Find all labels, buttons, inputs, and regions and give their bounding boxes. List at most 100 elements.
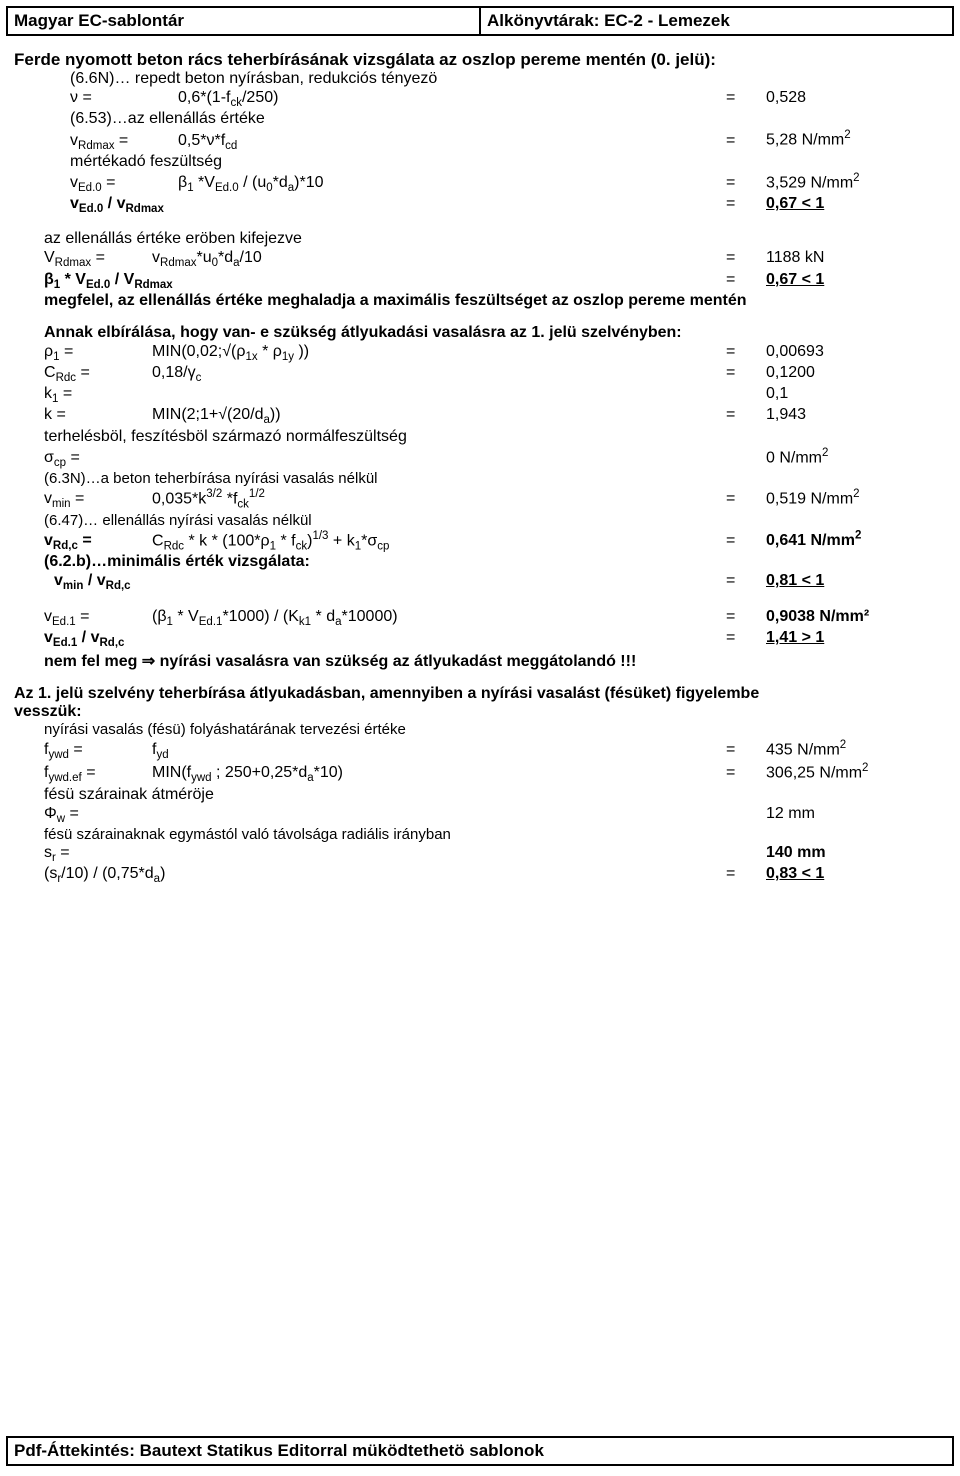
val: 5,28 N/mm2 bbox=[766, 129, 946, 149]
lhs: sr = bbox=[44, 844, 152, 864]
val: 306,25 N/mm2 bbox=[766, 762, 946, 782]
section-title-3b: vesszük: bbox=[14, 703, 946, 721]
val: 0,81 < 1 bbox=[766, 572, 946, 590]
calc-row-ved1-ratio: vEd.1 / vRd,c = 1,41 > 1 bbox=[44, 629, 946, 649]
expr: β1 *VEd.0 / (u0*da)*10 bbox=[178, 174, 726, 194]
calc-row-vmin-ratio: vmin / vRd,c = 0,81 < 1 bbox=[44, 572, 946, 592]
expr: fyd bbox=[152, 741, 726, 761]
calc-row-sigma-cp: σcp = 0 N/mm2 bbox=[44, 447, 946, 470]
calc-row-vrdc: vRd,c = CRdc * k * (100*ρ1 * fck)1/3 + k… bbox=[44, 530, 946, 553]
eq-sign: = bbox=[726, 865, 766, 883]
note-6-53: (6.53)…az ellenállás értéke bbox=[70, 110, 946, 128]
note-6-2b: (6.2.b)…minimális érték vizsgálata: bbox=[44, 553, 946, 571]
val: 0,1 bbox=[766, 385, 946, 403]
calc-row-k: k = MIN(2;1+√(20/da)) = 1,943 bbox=[44, 406, 946, 426]
lhs: fywd = bbox=[44, 741, 152, 761]
calc-row-ved0: vEd.0 = β1 *VEd.0 / (u0*da)*10 = 3,529 N… bbox=[70, 172, 946, 195]
eq-sign: = bbox=[726, 132, 766, 150]
eq-sign: = bbox=[726, 608, 766, 626]
expr: 0,5*ν*fcd bbox=[178, 132, 726, 152]
val: 435 N/mm2 bbox=[766, 739, 946, 759]
calc-row-fywdef: fywd.ef = MIN(fywd ; 250+0,25*da*10) = 3… bbox=[44, 762, 946, 785]
val: 1188 kN bbox=[766, 249, 946, 267]
lhs: σcp = bbox=[44, 449, 152, 469]
eq-sign: = bbox=[726, 629, 766, 647]
lhs: VRdmax = bbox=[44, 249, 152, 269]
val: 0,67 < 1 bbox=[766, 195, 946, 213]
eq-sign: = bbox=[726, 490, 766, 508]
content-area: Ferde nyomott beton rács teherbírásának … bbox=[0, 36, 960, 885]
lhs: vEd.1 = bbox=[44, 608, 152, 628]
expr: (β1 * VEd.1*1000) / (Kk1 * da*10000) bbox=[152, 608, 726, 628]
expr: MIN(fywd ; 250+0,25*da*10) bbox=[152, 764, 726, 784]
calc-row-k1: k1 = 0,1 bbox=[44, 385, 946, 405]
page: Magyar EC-sablontár Alkönyvtárak: EC-2 -… bbox=[0, 6, 960, 1476]
eq-sign: = bbox=[726, 174, 766, 192]
conclusion-1: megfelel, az ellenállás értéke meghaladj… bbox=[44, 292, 946, 310]
calc-row-ratio1: vEd.0 / vRdmax = 0,67 < 1 bbox=[70, 195, 946, 215]
lhs: fywd.ef = bbox=[44, 764, 152, 784]
lhs: ρ1 = bbox=[44, 343, 152, 363]
eq-sign: = bbox=[726, 406, 766, 424]
header-left: Magyar EC-sablontár bbox=[8, 8, 481, 34]
footer-bar: Pdf-Áttekintés: Bautext Statikus Editorr… bbox=[6, 1436, 954, 1466]
lhs: vEd.0 / vRdmax bbox=[70, 195, 470, 215]
eq-sign: = bbox=[726, 89, 766, 107]
label-mertekado: mértékadó feszültség bbox=[70, 153, 946, 171]
val: 0,00693 bbox=[766, 343, 946, 361]
lhs: vRdmax = bbox=[70, 132, 178, 152]
note-6-47: (6.47)… ellenállás nyírási vasalás nélkü… bbox=[44, 512, 946, 529]
header-bar: Magyar EC-sablontár Alkönyvtárak: EC-2 -… bbox=[6, 6, 954, 36]
eq-sign: = bbox=[726, 764, 766, 782]
expr: CRdc * k * (100*ρ1 * fck)1/3 + k1*σcp bbox=[152, 530, 726, 553]
label-fesu-tavolsag: fésü szárainaknak egymástól való távolsá… bbox=[44, 826, 946, 843]
val: 0 N/mm2 bbox=[766, 447, 946, 467]
expr: 0,035*k3/2 *fck1/2 bbox=[152, 488, 726, 511]
expr: MIN(0,02;√(ρ1x * ρ1y )) bbox=[152, 343, 726, 363]
val: 0,9038 N/mm² bbox=[766, 608, 946, 626]
eq-sign: = bbox=[726, 343, 766, 361]
note-nyirasi-vasalas: nyírási vasalás (fésü) folyáshatárának t… bbox=[44, 721, 946, 738]
val: 3,529 N/mm2 bbox=[766, 172, 946, 192]
calc-row-crdc: CRdc = 0,18/γc = 0,1200 bbox=[44, 364, 946, 384]
calc-row-vrdmax-kn: VRdmax = vRdmax*u0*da/10 = 1188 kN bbox=[44, 249, 946, 269]
val: 0,528 bbox=[766, 89, 946, 107]
section-title-2: Annak elbírálása, hogy van- e szükség át… bbox=[44, 324, 946, 342]
calc-row-rho1: ρ1 = MIN(0,02;√(ρ1x * ρ1y )) = 0,00693 bbox=[44, 343, 946, 363]
label-ellenallas: az ellenállás értéke eröben kifejezve bbox=[44, 230, 946, 248]
calc-row-vmin: vmin = 0,035*k3/2 *fck1/2 = 0,519 N/mm2 bbox=[44, 488, 946, 511]
lhs: vRd,c = bbox=[44, 532, 152, 552]
lhs: vEd.1 / vRd,c bbox=[44, 629, 444, 649]
lhs: CRdc = bbox=[44, 364, 152, 384]
section-title-3a: Az 1. jelü szelvény teherbírása átlyukad… bbox=[14, 685, 946, 703]
lhs: k = bbox=[44, 406, 152, 424]
label-terheles: terhelésböl, feszítésböl származó normál… bbox=[44, 428, 946, 446]
header-right: Alkönyvtárak: EC-2 - Lemezek bbox=[481, 8, 952, 34]
conclusion-2: nem fel meg ⇒ nyírási vasalásra van szük… bbox=[44, 651, 946, 671]
eq-sign: = bbox=[726, 249, 766, 267]
val: 1,41 > 1 bbox=[766, 629, 946, 647]
val: 1,943 bbox=[766, 406, 946, 424]
note-6-6n: (6.6N)… repedt beton nyírásban, redukció… bbox=[70, 70, 946, 88]
calc-row-vrdmax: vRdmax = 0,5*ν*fcd = 5,28 N/mm2 bbox=[70, 129, 946, 152]
val: 0,519 N/mm2 bbox=[766, 488, 946, 508]
calc-row-sr: sr = 140 mm bbox=[44, 844, 946, 864]
calc-row-fywd: fywd = fyd = 435 N/mm2 bbox=[44, 739, 946, 762]
val: 0,67 < 1 bbox=[766, 271, 946, 289]
section-title-1: Ferde nyomott beton rács teherbírásának … bbox=[14, 50, 946, 70]
expr: 0,18/γc bbox=[152, 364, 726, 384]
val: 140 mm bbox=[766, 844, 946, 862]
lhs: vEd.0 = bbox=[70, 174, 178, 194]
eq-sign: = bbox=[726, 271, 766, 289]
lhs: vmin / vRd,c bbox=[44, 572, 444, 592]
calc-row-phiw: Φw = 12 mm bbox=[44, 805, 946, 825]
eq-sign: = bbox=[726, 741, 766, 759]
val: 12 mm bbox=[766, 805, 946, 823]
eq-sign: = bbox=[726, 195, 766, 213]
calc-row-ratio2: β1 * VEd.0 / VRdmax = 0,67 < 1 bbox=[44, 271, 946, 291]
lhs: vmin = bbox=[44, 490, 152, 510]
lhs: k1 = bbox=[44, 385, 152, 405]
note-6-3n: (6.3N)…a beton teherbírása nyírási vasal… bbox=[44, 470, 946, 487]
expr: MIN(2;1+√(20/da)) bbox=[152, 406, 726, 426]
val: 0,1200 bbox=[766, 364, 946, 382]
